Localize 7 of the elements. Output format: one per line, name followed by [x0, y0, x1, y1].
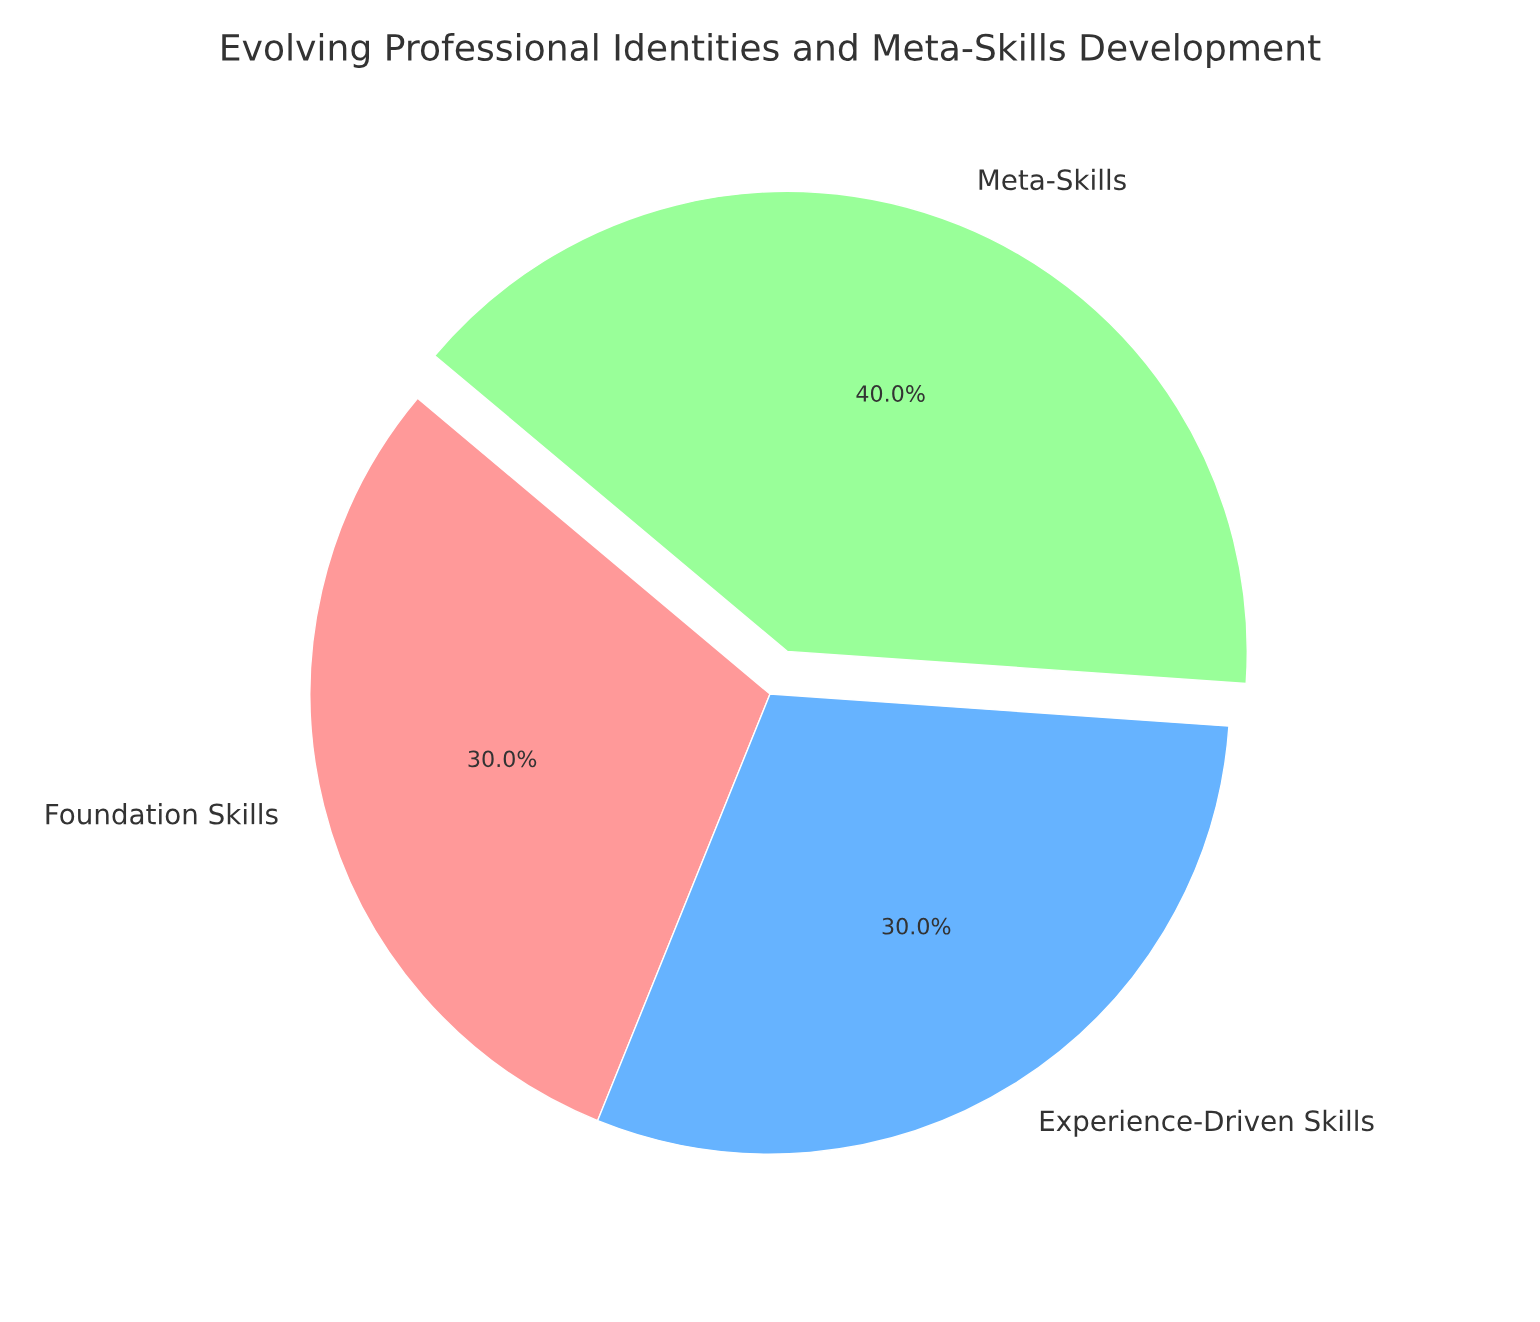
slice-label: Meta-Skills: [979, 168, 1126, 191]
data-label: 30.0%: [468, 750, 537, 768]
slice-label: Foundation Skills: [46, 803, 278, 825]
data-label: 40.0%: [856, 385, 925, 402]
data-label: 30.0%: [882, 917, 951, 935]
chart-title: Evolving Professional Identities and Meta-Skills Development: [222, 33, 1321, 68]
slice-label: Experience-Driven Skills: [1040, 1109, 1374, 1137]
